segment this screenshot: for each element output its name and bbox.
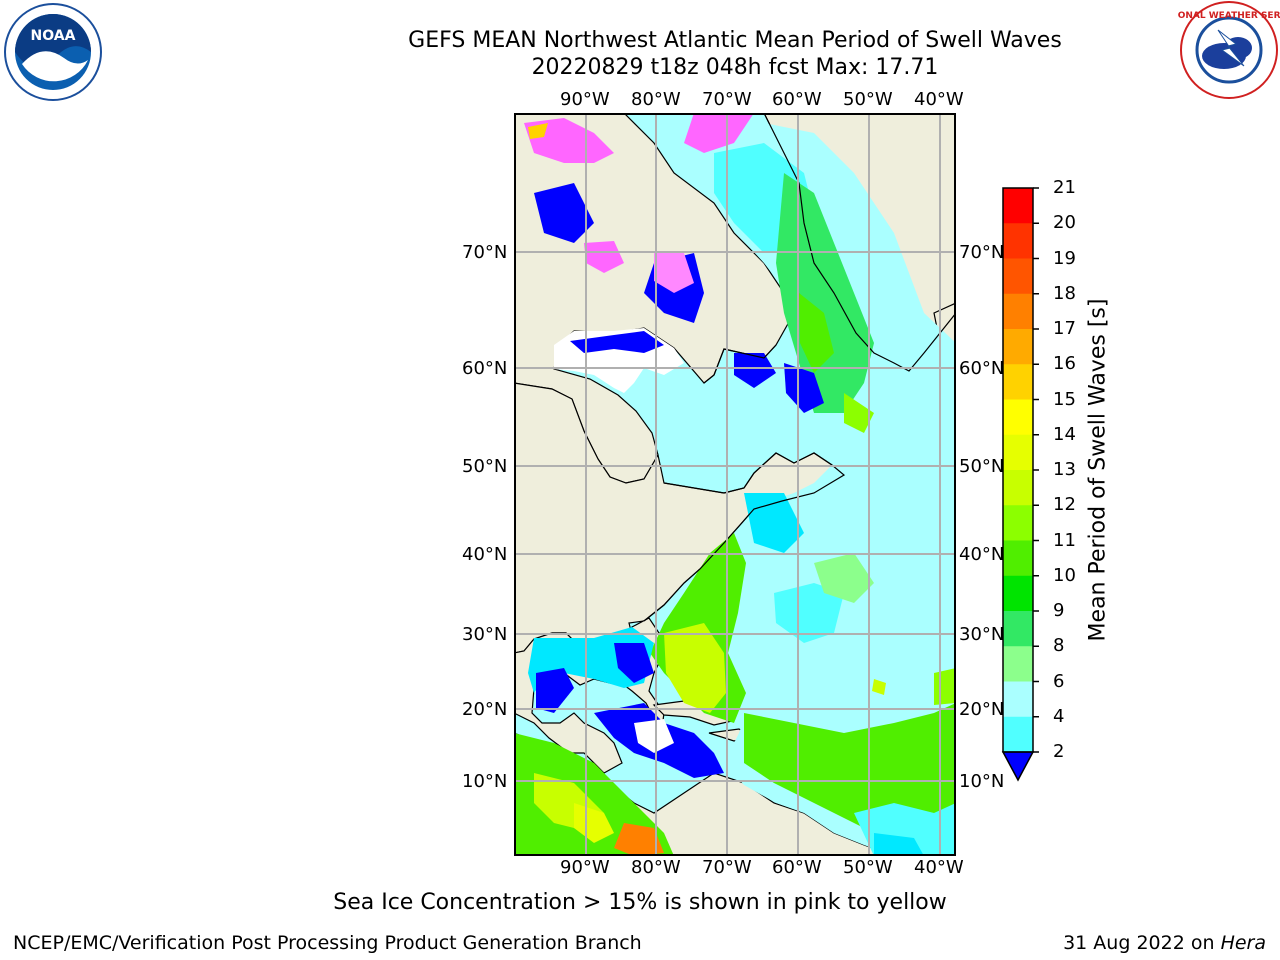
colorbar-tick-label: 15: [1053, 388, 1076, 410]
colorbar-tick-label: 20: [1053, 212, 1076, 234]
colorbar-tick-label: 21: [1053, 177, 1076, 198]
lat-label-left: 20°N: [462, 699, 508, 720]
colorbar-tick-label: 17: [1053, 318, 1076, 339]
colorbar-bin: [1003, 575, 1033, 612]
lon-label-bottom: 40°W: [914, 857, 964, 878]
colorbar-tick-label: 11: [1053, 529, 1076, 551]
colorbar-bin: [1003, 681, 1033, 718]
colorbar-bin: [1003, 646, 1033, 682]
lat-label-right: 60°N: [959, 358, 1005, 379]
colorbar-label: Mean Period of Swell Waves [s]: [1085, 298, 1111, 642]
colorbar: [1001, 187, 1039, 782]
swell-field: [515, 114, 955, 855]
colorbar-tick-label: 18: [1053, 282, 1076, 304]
lat-label-left: 70°N: [462, 242, 508, 263]
colorbar-bin: [1003, 470, 1033, 506]
footer-date: 31 Aug 2022 on Hera: [1063, 932, 1266, 954]
map-frame: [514, 113, 956, 856]
lat-label-left: 60°N: [462, 358, 508, 379]
colorbar-bin: [1003, 188, 1033, 224]
nws-logo-text: NATIONAL WEATHER SERVICE: [1178, 11, 1280, 21]
lat-label-right: 40°N: [959, 544, 1005, 565]
lat-label-left: 40°N: [462, 544, 508, 565]
lat-label-left: 50°N: [462, 456, 508, 477]
colorbar-bin: [1003, 399, 1033, 436]
map-panel: [514, 113, 956, 856]
colorbar-tick-label: 2: [1053, 741, 1065, 762]
lon-label-top: 50°W: [843, 89, 893, 110]
lon-label-bottom: 90°W: [560, 857, 610, 878]
colorbar-tick-label: 6: [1053, 670, 1065, 692]
noaa-logo-text: NOAA: [31, 28, 76, 44]
lon-label-top: 90°W: [560, 89, 610, 110]
lat-label-right: 50°N: [959, 456, 1005, 477]
lat-label-right: 30°N: [959, 624, 1005, 645]
lon-label-top: 40°W: [914, 89, 964, 110]
lat-label-right: 20°N: [959, 699, 1005, 720]
colorbar-bin: [1003, 223, 1033, 259]
map-graticule: [515, 114, 955, 855]
colorbar-extend-arrow: [1001, 751, 1035, 782]
footer-date-text: 31 Aug 2022 on: [1063, 932, 1221, 954]
map-title-line2: 20220829 t18z 048h fcst Max: 17.71: [531, 55, 939, 80]
nws-logo: NATIONAL WEATHER SERVICE: [1154, 0, 1280, 100]
colorbar-bin: [1003, 258, 1033, 295]
colorbar-bin: [1003, 540, 1033, 577]
footer-machine: Hera: [1220, 932, 1266, 954]
lat-label-left: 30°N: [462, 624, 508, 645]
map-title-line1: GEFS MEAN Northwest Atlantic Mean Period…: [408, 28, 1062, 53]
colorbar-tick-label: 16: [1053, 353, 1076, 375]
colorbar-tick-label: 19: [1053, 247, 1076, 269]
colorbar-tick-label: 12: [1053, 494, 1076, 516]
colorbar-bin: [1003, 505, 1033, 541]
colorbar-bin: [1003, 716, 1033, 753]
colorbar-tick-label: 8: [1053, 635, 1065, 657]
colorbar-bin: [1003, 611, 1033, 647]
lon-label-top: 80°W: [631, 89, 681, 110]
colorbar-bin: [1003, 434, 1033, 471]
lat-label-right: 70°N: [959, 242, 1005, 263]
colorbar-tick-label: 10: [1053, 564, 1076, 586]
colorbar-bin: [1003, 364, 1033, 400]
footer-credit: NCEP/EMC/Verification Post Processing Pr…: [13, 932, 642, 954]
sea-ice-note: Sea Ice Concentration > 15% is shown in …: [333, 890, 947, 915]
lon-label-bottom: 80°W: [631, 857, 681, 878]
lat-label-right: 10°N: [959, 771, 1005, 792]
colorbar-tick-label: 13: [1053, 459, 1076, 480]
colorbar-tick-label: 9: [1053, 600, 1065, 621]
lat-label-left: 10°N: [462, 771, 508, 792]
lon-label-bottom: 70°W: [702, 857, 752, 878]
lon-label-bottom: 50°W: [843, 857, 893, 878]
lon-label-top: 60°W: [772, 89, 822, 110]
lon-label-top: 70°W: [702, 89, 752, 110]
colorbar-bin: [1003, 293, 1033, 330]
noaa-logo: NOAA: [2, 2, 104, 102]
colorbar-tick-label: 14: [1053, 423, 1076, 445]
colorbar-bin: [1003, 329, 1033, 365]
colorbar-tick-label: 4: [1053, 705, 1065, 727]
lon-label-bottom: 60°W: [772, 857, 822, 878]
